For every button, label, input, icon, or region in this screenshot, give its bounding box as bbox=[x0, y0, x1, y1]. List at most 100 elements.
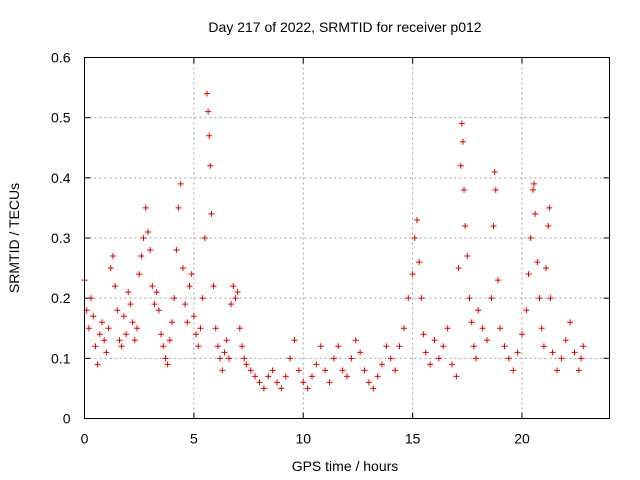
data-point bbox=[96, 331, 103, 338]
data-point bbox=[205, 108, 212, 115]
data-point bbox=[475, 307, 482, 314]
data-point bbox=[348, 355, 355, 362]
data-point bbox=[228, 301, 235, 308]
data-point bbox=[523, 307, 530, 314]
data-point bbox=[549, 349, 556, 356]
data-point bbox=[459, 138, 466, 145]
data-point bbox=[142, 204, 149, 211]
data-point bbox=[547, 295, 554, 302]
data-point bbox=[260, 385, 267, 392]
data-point bbox=[455, 265, 462, 272]
data-point bbox=[169, 319, 175, 326]
data-point bbox=[107, 265, 114, 272]
data-point bbox=[85, 325, 92, 332]
data-series-p012 bbox=[81, 90, 587, 392]
data-point bbox=[234, 289, 241, 296]
data-point bbox=[578, 355, 585, 362]
data-point bbox=[158, 331, 165, 338]
data-point bbox=[175, 204, 182, 211]
data-point bbox=[120, 313, 127, 320]
data-point bbox=[88, 295, 95, 302]
data-point bbox=[201, 235, 208, 241]
data-point bbox=[514, 349, 521, 356]
y-axis: 0 0.1 0.2 0.3 0.4 0.5 0.6 bbox=[51, 50, 610, 427]
data-point bbox=[153, 289, 160, 296]
data-point bbox=[212, 325, 219, 332]
data-point bbox=[510, 367, 517, 374]
data-point bbox=[416, 259, 423, 266]
data-point bbox=[491, 168, 498, 175]
data-point bbox=[140, 235, 147, 241]
data-point bbox=[109, 253, 116, 260]
data-point bbox=[400, 325, 407, 332]
data-point bbox=[352, 337, 359, 344]
data-point bbox=[223, 337, 230, 344]
data-point bbox=[531, 180, 538, 187]
data-point bbox=[230, 283, 237, 290]
plot-frame bbox=[84, 57, 610, 419]
data-point bbox=[171, 295, 178, 302]
data-point bbox=[239, 343, 245, 350]
data-point bbox=[396, 343, 403, 350]
data-point bbox=[444, 325, 451, 332]
x-tick-label: 0 bbox=[81, 431, 89, 447]
data-point bbox=[92, 343, 99, 350]
data-point bbox=[392, 367, 399, 374]
data-point bbox=[269, 367, 276, 374]
data-point bbox=[501, 343, 508, 350]
data-point bbox=[387, 355, 394, 362]
data-point bbox=[357, 349, 364, 356]
data-point bbox=[344, 373, 350, 380]
data-point bbox=[105, 325, 112, 332]
data-point bbox=[322, 367, 329, 374]
data-point bbox=[217, 355, 224, 362]
data-point bbox=[571, 349, 578, 356]
data-point bbox=[160, 343, 167, 350]
y-tick-label: 0.5 bbox=[51, 110, 71, 126]
data-point bbox=[225, 355, 232, 362]
data-point bbox=[162, 355, 169, 362]
data-point bbox=[204, 90, 210, 97]
data-point bbox=[182, 301, 189, 308]
data-point bbox=[468, 319, 475, 326]
data-point bbox=[155, 307, 162, 314]
data-point bbox=[207, 162, 214, 169]
data-point bbox=[151, 301, 158, 308]
data-point bbox=[131, 337, 138, 344]
data-point bbox=[300, 379, 307, 386]
y-tick-label: 0.6 bbox=[51, 50, 71, 66]
data-point bbox=[274, 379, 280, 386]
data-point bbox=[103, 349, 110, 356]
data-point bbox=[232, 295, 239, 302]
data-point bbox=[221, 349, 228, 356]
data-point bbox=[379, 361, 385, 368]
data-point bbox=[554, 367, 560, 374]
data-point bbox=[411, 235, 418, 241]
data-point bbox=[532, 210, 539, 217]
data-point bbox=[361, 367, 368, 374]
data-point bbox=[457, 162, 464, 169]
data-point bbox=[405, 295, 412, 302]
data-point bbox=[479, 325, 486, 332]
data-point bbox=[236, 325, 243, 332]
x-tick-label: 15 bbox=[405, 431, 421, 447]
data-point bbox=[534, 259, 541, 266]
data-point bbox=[431, 337, 438, 344]
data-point bbox=[287, 355, 294, 362]
data-point bbox=[256, 379, 263, 386]
data-point bbox=[409, 271, 416, 278]
data-point bbox=[473, 355, 480, 362]
data-point bbox=[210, 283, 217, 290]
data-point bbox=[414, 216, 420, 223]
data-point bbox=[127, 301, 134, 308]
data-point bbox=[575, 367, 582, 374]
data-point bbox=[470, 343, 477, 350]
data-point bbox=[418, 295, 425, 302]
data-point bbox=[118, 343, 125, 350]
data-point bbox=[536, 295, 543, 302]
data-point bbox=[214, 343, 221, 350]
y-tick-label: 0.1 bbox=[51, 350, 71, 366]
data-point bbox=[304, 385, 311, 392]
data-point bbox=[309, 373, 315, 380]
